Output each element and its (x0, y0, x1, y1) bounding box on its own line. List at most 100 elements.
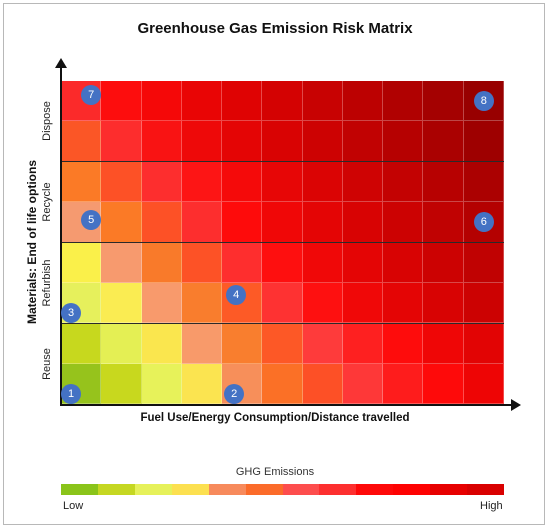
matrix-cell (463, 121, 504, 162)
marker-1: 1 (61, 383, 82, 404)
row-divider-recycle-refurbish (61, 242, 504, 243)
matrix-cell (222, 242, 263, 283)
matrix-cell (302, 202, 343, 243)
matrix-cell (463, 282, 504, 324)
matrix-cell (101, 202, 142, 243)
matrix-cell (181, 282, 223, 324)
row-label-recycle: Recycle (41, 182, 53, 222)
matrix-cell (222, 161, 263, 203)
y-axis-line (60, 66, 62, 406)
matrix-cell (342, 161, 384, 203)
matrix-cell (262, 363, 303, 404)
row-label-dispose: Dispose (41, 101, 53, 141)
legend-swatch (282, 484, 320, 495)
matrix-cell (383, 282, 424, 324)
matrix-cell (383, 81, 424, 122)
matrix-cell (181, 242, 223, 283)
matrix-cell (101, 242, 142, 283)
matrix-cell (141, 363, 182, 404)
matrix-cell (383, 242, 424, 283)
matrix-cell (302, 323, 343, 364)
matrix-cell (423, 323, 464, 364)
matrix-cell (342, 363, 384, 404)
matrix-cell (383, 323, 424, 364)
matrix-cell (181, 363, 223, 404)
matrix-cell (342, 282, 384, 324)
marker-8: 8 (473, 91, 494, 112)
legend-high-label: High (480, 500, 503, 512)
marker-7: 7 (81, 85, 102, 106)
marker-2: 2 (224, 383, 245, 404)
matrix-cell (262, 121, 303, 162)
x-axis-title: Fuel Use/Energy Consumption/Distance tra… (140, 412, 410, 424)
matrix-cell (141, 121, 182, 162)
matrix-cell (262, 323, 303, 364)
matrix-cell (342, 323, 384, 364)
legend-swatch (245, 484, 283, 495)
legend-title: GHG Emissions (235, 466, 315, 478)
matrix-cell (423, 363, 464, 404)
legend-swatch (208, 484, 246, 495)
marker-3: 3 (61, 303, 82, 324)
matrix-cell (141, 282, 182, 324)
matrix-cell (181, 323, 223, 364)
matrix-cell (181, 121, 223, 162)
marker-4: 4 (226, 284, 247, 305)
matrix-cell (222, 121, 263, 162)
matrix-cell (262, 242, 303, 283)
matrix-cell (302, 121, 343, 162)
matrix-cell (262, 81, 303, 122)
matrix-cell (302, 363, 343, 404)
matrix-cell (342, 242, 384, 283)
matrix-cell (342, 81, 384, 122)
legend-swatch (134, 484, 172, 495)
legend-color-scale (61, 484, 505, 495)
matrix-cell (222, 323, 263, 364)
matrix-cell (222, 202, 263, 243)
matrix-cell (101, 363, 142, 404)
matrix-cell (181, 161, 223, 203)
y-axis-title: Materials: End of life options (25, 159, 39, 325)
chart-title: Greenhouse Gas Emission Risk Matrix (137, 20, 413, 37)
matrix-cell (302, 242, 343, 283)
matrix-cell (423, 121, 464, 162)
marker-6: 6 (473, 212, 494, 233)
matrix-cell (463, 242, 504, 283)
matrix-cell (61, 242, 102, 283)
matrix-cell (101, 323, 142, 364)
legend-swatch (97, 484, 135, 495)
matrix-cell (101, 282, 142, 324)
matrix-cell (262, 202, 303, 243)
matrix-cell (423, 202, 464, 243)
matrix-cell (222, 81, 263, 122)
matrix-cell (463, 363, 504, 404)
matrix-cell (423, 161, 464, 203)
matrix-cell (141, 161, 182, 203)
matrix-cell (101, 81, 142, 122)
matrix-cell (423, 282, 464, 324)
matrix-cell (302, 81, 343, 122)
legend-swatch (430, 484, 468, 495)
matrix-cell (141, 202, 182, 243)
matrix-cell (423, 242, 464, 283)
y-axis-arrow-icon (55, 58, 67, 68)
matrix-cell (101, 121, 142, 162)
matrix-cell (262, 161, 303, 203)
row-divider-refurbish-reuse (61, 323, 504, 324)
legend-swatch (171, 484, 209, 495)
risk-matrix-grid (61, 81, 504, 404)
matrix-cell (342, 202, 384, 243)
row-label-refurbish: Refurbish (41, 259, 53, 307)
legend-swatch (61, 484, 98, 495)
x-axis-arrow-icon (511, 399, 521, 411)
x-axis-line (60, 404, 512, 406)
matrix-cell (61, 323, 102, 364)
legend-swatch (467, 484, 505, 495)
matrix-cell (383, 363, 424, 404)
matrix-cell (61, 161, 102, 203)
matrix-cell (141, 81, 182, 122)
matrix-cell (302, 282, 343, 324)
legend-swatch (356, 484, 394, 495)
matrix-cell (463, 202, 504, 243)
matrix-cell (463, 161, 504, 203)
